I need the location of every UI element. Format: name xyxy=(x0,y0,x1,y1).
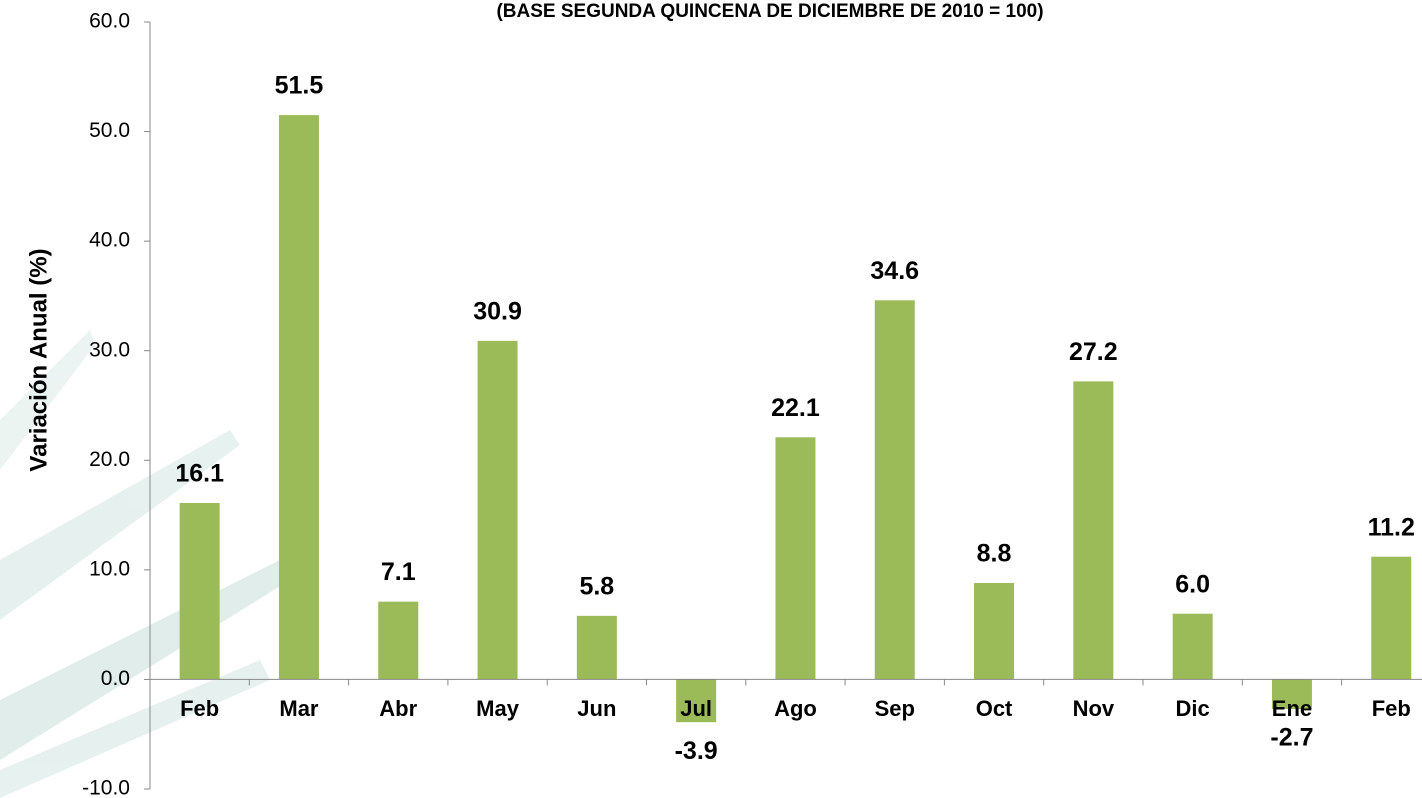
chart: (BASE SEGUNDA QUINCENA DE DICIEMBRE DE 2… xyxy=(0,0,1422,798)
chart-title: (BASE SEGUNDA QUINCENA DE DICIEMBRE DE 2… xyxy=(496,1,1043,22)
value-label: 30.9 xyxy=(473,297,522,325)
y-tick-label: 10.0 xyxy=(89,557,130,580)
value-label: 11.2 xyxy=(1368,513,1415,541)
x-tick-label: May xyxy=(476,696,520,721)
value-label: -3.9 xyxy=(675,737,718,765)
x-tick-label: Feb xyxy=(1372,696,1411,721)
bar xyxy=(875,300,915,679)
value-label: 51.5 xyxy=(275,72,324,100)
x-tick-label: Feb xyxy=(180,696,219,721)
bar xyxy=(279,115,319,679)
value-label: 7.1 xyxy=(381,558,416,586)
x-tick-label: Jul xyxy=(680,696,712,721)
x-tick-label: Sep xyxy=(875,696,915,721)
x-tick-label: Mar xyxy=(279,696,319,721)
bar xyxy=(577,616,617,680)
bar xyxy=(1073,381,1113,679)
page: {"chart_data": {"type": "bar", "title": … xyxy=(0,0,1422,798)
bar xyxy=(1173,614,1213,680)
value-label: 22.1 xyxy=(771,394,820,422)
x-tick-label: Ene xyxy=(1272,696,1312,721)
y-tick-label: 40.0 xyxy=(89,229,130,252)
y-tick-label: 50.0 xyxy=(89,119,130,142)
x-tick-label: Jun xyxy=(577,696,616,721)
bar xyxy=(180,503,220,679)
y-axis-title: Variación Anual (%) xyxy=(25,248,52,471)
bar xyxy=(1371,557,1411,680)
value-label: 27.2 xyxy=(1069,338,1118,366)
bar xyxy=(478,341,518,680)
y-tick-label: 20.0 xyxy=(89,448,130,471)
bar xyxy=(775,437,815,679)
value-label: 16.1 xyxy=(175,460,224,488)
y-tick-label: 60.0 xyxy=(89,10,130,33)
value-label: -2.7 xyxy=(1270,724,1313,752)
y-tick-label: 30.0 xyxy=(89,338,130,361)
bar xyxy=(974,583,1014,679)
x-tick-label: Abr xyxy=(379,696,417,721)
bar xyxy=(378,602,418,680)
value-label: 8.8 xyxy=(977,540,1012,568)
y-tick-label: -10.0 xyxy=(82,777,130,798)
x-tick-label: Oct xyxy=(976,696,1013,721)
y-tick-label: 0.0 xyxy=(101,667,130,690)
x-tick-label: Dic xyxy=(1176,696,1210,721)
value-label: 5.8 xyxy=(579,572,614,600)
value-label: 6.0 xyxy=(1175,570,1210,598)
value-label: 34.6 xyxy=(870,257,919,285)
x-tick-label: Nov xyxy=(1073,696,1115,721)
x-tick-label: Ago xyxy=(774,696,817,721)
